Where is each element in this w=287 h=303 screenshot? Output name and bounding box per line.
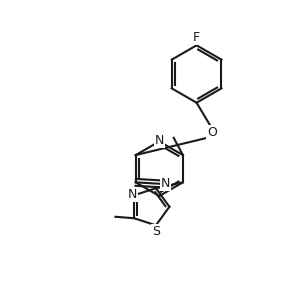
Text: N: N: [155, 134, 164, 147]
Text: N: N: [160, 177, 170, 190]
Text: N: N: [128, 188, 137, 201]
Text: S: S: [152, 225, 160, 238]
Text: F: F: [193, 31, 200, 44]
Text: O: O: [208, 126, 217, 139]
